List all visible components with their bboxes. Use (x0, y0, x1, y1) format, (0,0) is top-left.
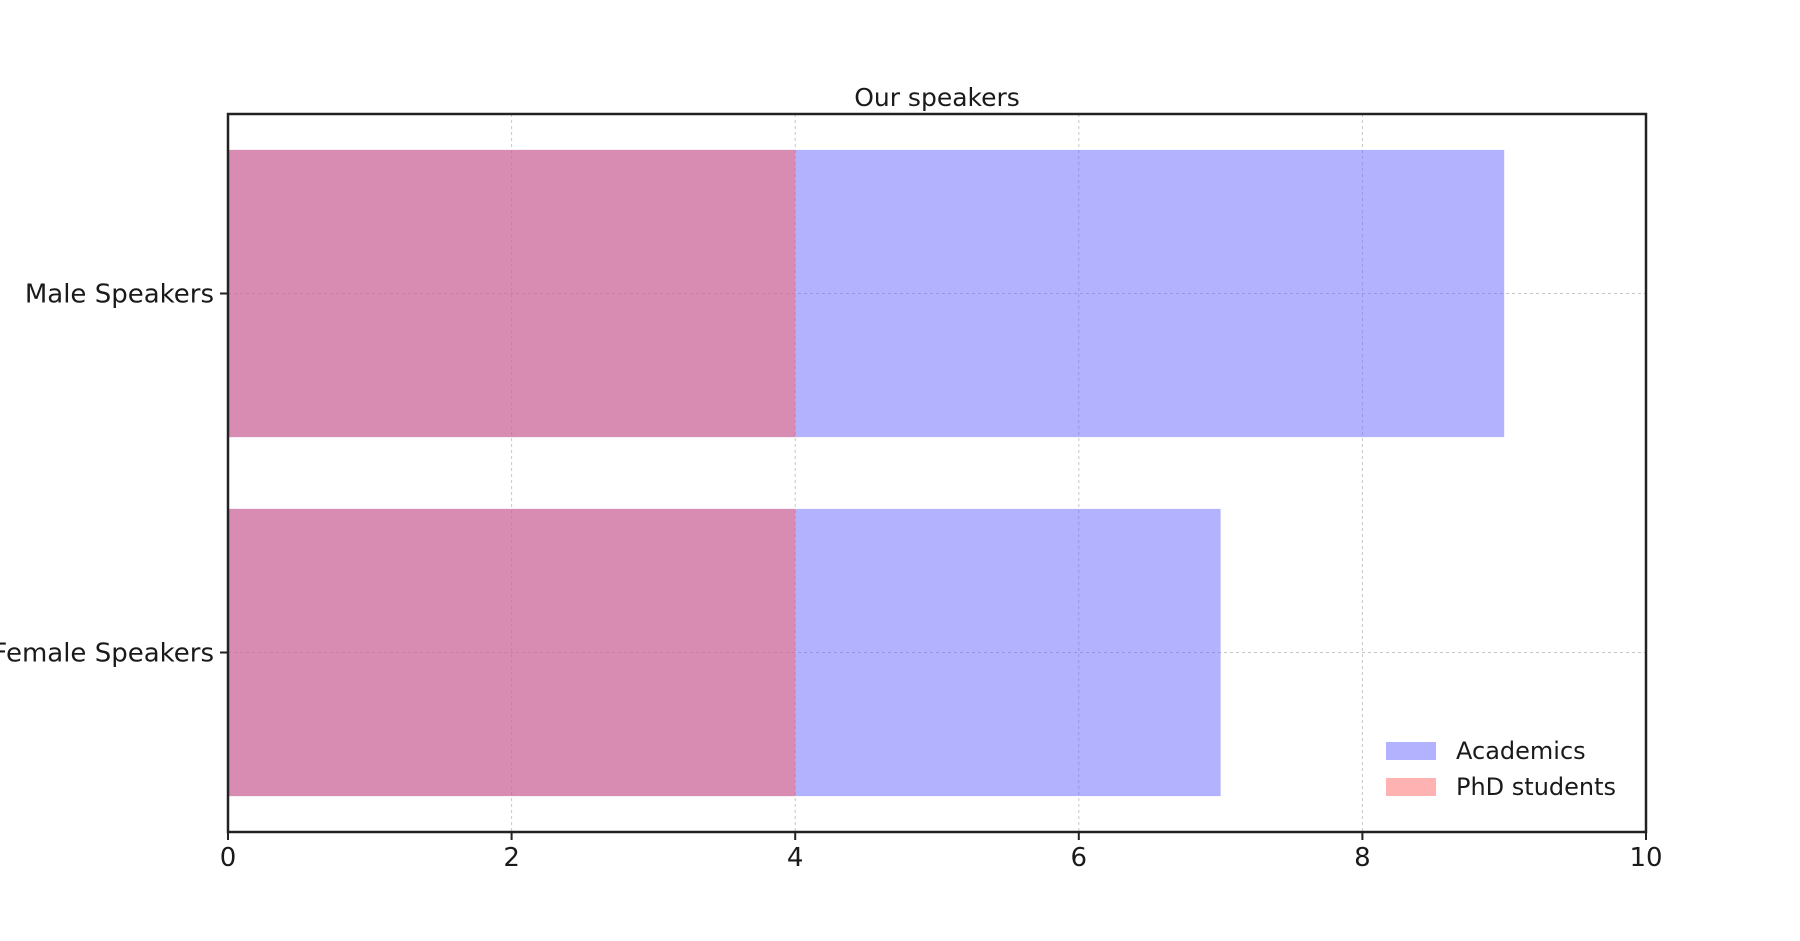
x-tick-label: 0 (220, 843, 237, 873)
plot-frame (226, 112, 1648, 834)
x-tick-label: 4 (787, 843, 804, 873)
y-category-label: Female Speakers (0, 639, 214, 669)
x-tick-label: 2 (503, 843, 520, 873)
chart-title: Our speakers (854, 83, 1020, 112)
legend-swatch (1386, 778, 1436, 796)
legend-label: Academics (1456, 737, 1586, 765)
legend-swatch (1386, 742, 1436, 760)
x-axis: 0 2 4 6 8 10 (220, 832, 1663, 873)
legend-label: PhD students (1456, 773, 1616, 801)
legend: Academics PhD students (1386, 737, 1616, 801)
y-axis: Male Speakers Female Speakers (0, 280, 228, 669)
bars-layer (228, 149, 1505, 797)
bar-phd-students-0 (228, 149, 796, 438)
x-tick-label: 8 (1354, 843, 1371, 873)
bar-phd-students-1 (228, 508, 796, 797)
x-tick-label: 6 (1071, 843, 1088, 873)
y-category-label: Male Speakers (25, 280, 214, 310)
x-tick-label: 10 (1629, 843, 1662, 873)
